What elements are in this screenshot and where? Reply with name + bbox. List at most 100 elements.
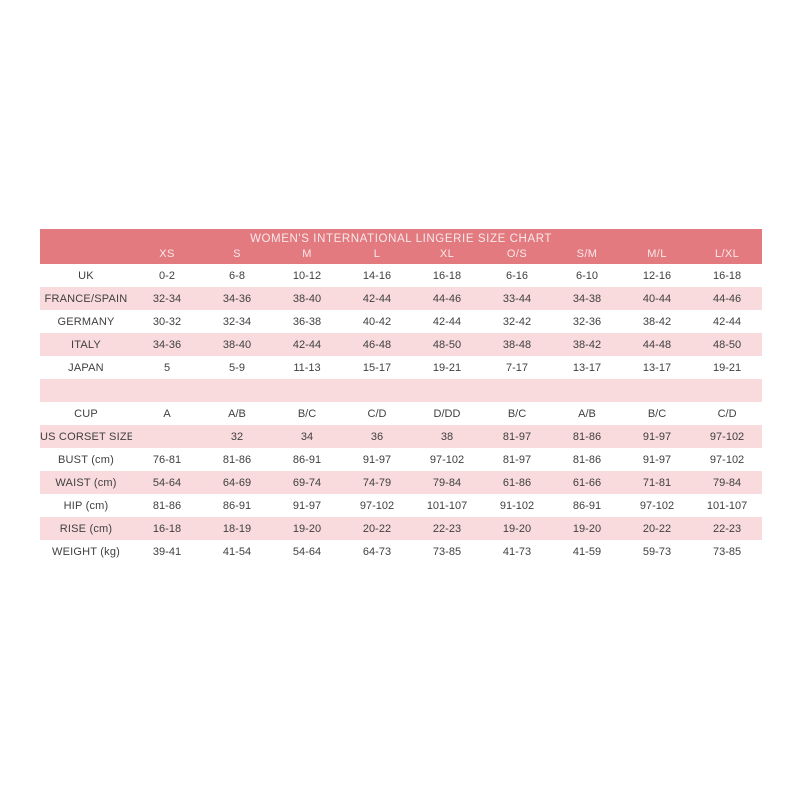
size-cell: 44-46	[432, 292, 462, 305]
size-cell: 36	[370, 430, 384, 443]
size-cell: 101-107	[706, 499, 748, 512]
size-cell	[412, 379, 482, 402]
size-cell: 79-84	[712, 476, 742, 489]
size-cell: 19-21	[432, 361, 462, 374]
size-cell: 32	[230, 430, 244, 443]
size-cell: 41-73	[502, 545, 532, 558]
size-cell: 7-17	[505, 361, 529, 374]
size-cell: 38-40	[292, 292, 322, 305]
size-cell: 44-48	[642, 338, 672, 351]
size-cell	[552, 379, 622, 402]
size-cell: 42-44	[432, 315, 462, 328]
size-column-header: S	[202, 246, 272, 264]
size-cell: 38-42	[572, 338, 602, 351]
size-cell: 44-46	[712, 292, 742, 305]
size-cell: 74-79	[362, 476, 392, 489]
size-cell: 81-97	[502, 453, 532, 466]
size-header-row: XS S M L XL O/S S/M M/L L/XL	[40, 246, 763, 264]
size-cell: B/C	[507, 407, 527, 420]
size-cell: C/D	[717, 407, 737, 420]
size-cell: 32-34	[152, 292, 182, 305]
size-cell: 91-97	[642, 430, 672, 443]
size-cell: 97-102	[709, 453, 745, 466]
size-cell: 18-19	[222, 522, 252, 535]
size-cell: 42-44	[712, 315, 742, 328]
size-cell: 13-17	[642, 361, 672, 374]
size-column-header: M	[272, 246, 342, 264]
size-cell: 12-16	[642, 269, 672, 282]
size-cell: 91-97	[362, 453, 392, 466]
size-cell	[622, 379, 692, 402]
size-cell: 42-44	[362, 292, 392, 305]
size-cell: 64-73	[362, 545, 392, 558]
row-label: WAIST (cm)	[55, 476, 117, 489]
size-cell: 41-59	[572, 545, 602, 558]
table-row: WAIST (cm) 54-64 64-69 69-74 74-79 79-84 61-86…	[40, 471, 763, 494]
size-cell: 81-86	[572, 430, 602, 443]
table-row: BUST (cm) 76-81 81-86 86-91 91-97 97-102 81-97…	[40, 448, 763, 471]
size-cell: 6-16	[505, 269, 529, 282]
size-column-header: XS	[132, 246, 202, 264]
size-cell: 69-74	[292, 476, 322, 489]
size-cell: 91-97	[292, 499, 322, 512]
size-cell: 10-12	[292, 269, 322, 282]
row-label: FRANCE/SPAIN	[44, 292, 128, 305]
size-cell: 14-16	[362, 269, 392, 282]
size-cell: 34	[300, 430, 314, 443]
size-cell: 5-9	[229, 361, 245, 374]
size-cell: 86-91	[572, 499, 602, 512]
size-cell: 19-20	[502, 522, 532, 535]
size-cell: 54-64	[152, 476, 182, 489]
size-cell	[482, 379, 552, 402]
size-cell: 20-22	[362, 522, 392, 535]
size-cell: 16-18	[712, 269, 742, 282]
size-cell: 32-36	[572, 315, 602, 328]
size-cell: 6-8	[229, 269, 245, 282]
row-label: US CORSET SIZE	[40, 430, 132, 443]
size-cell: 20-22	[642, 522, 672, 535]
size-cell: 33-44	[502, 292, 532, 305]
size-cell: 54-64	[292, 545, 322, 558]
row-label: UK	[78, 269, 94, 282]
size-cell: 0-2	[159, 269, 175, 282]
table-row: UK 0-2 6-8 10-12 14-16 16-18 6-16 6-10 12-16 16-1…	[40, 264, 763, 287]
size-cell: 5	[163, 361, 171, 374]
size-cell: 97-102	[359, 499, 395, 512]
table-header: WOMEN'S INTERNATIONAL LINGERIE SIZE CHAR…	[40, 229, 763, 264]
spacer-row	[40, 379, 763, 402]
size-cell: A/B	[578, 407, 596, 420]
size-cell	[342, 379, 412, 402]
size-cell	[132, 379, 202, 402]
size-cell: 22-23	[432, 522, 462, 535]
row-label	[40, 379, 132, 402]
size-cell: 97-102	[429, 453, 465, 466]
lingerie-size-chart-table: WOMEN'S INTERNATIONAL LINGERIE SIZE CHAR…	[40, 229, 763, 563]
size-cell: 22-23	[712, 522, 742, 535]
size-cell: 6-10	[575, 269, 599, 282]
size-cell: 97-102	[709, 430, 745, 443]
size-cell: A	[163, 407, 171, 420]
size-cell: 101-107	[426, 499, 468, 512]
size-column-header: L/XL	[692, 246, 763, 264]
size-cell: 38	[440, 430, 454, 443]
size-cell: 61-86	[502, 476, 532, 489]
size-cell: 13-17	[572, 361, 602, 374]
size-cell: 34-36	[152, 338, 182, 351]
size-cell: 40-44	[642, 292, 672, 305]
size-cell	[202, 379, 272, 402]
row-label: JAPAN	[68, 361, 104, 374]
row-label: GERMANY	[57, 315, 115, 328]
size-cell: 39-41	[152, 545, 182, 558]
size-cell: 16-18	[152, 522, 182, 535]
table-row: CUP A A/B B/C C/D D/DD B/C A/B B/C C/D	[40, 402, 763, 425]
size-cell: 11-13	[293, 361, 321, 374]
size-cell: B/C	[297, 407, 317, 420]
size-cell: B/C	[647, 407, 667, 420]
corner-cell	[40, 246, 132, 264]
row-label: WEIGHT (kg)	[52, 545, 120, 558]
size-cell: 19-20	[292, 522, 322, 535]
row-label: HIP (cm)	[63, 499, 109, 512]
size-cell: 19-20	[572, 522, 602, 535]
size-cell: 81-86	[572, 453, 602, 466]
